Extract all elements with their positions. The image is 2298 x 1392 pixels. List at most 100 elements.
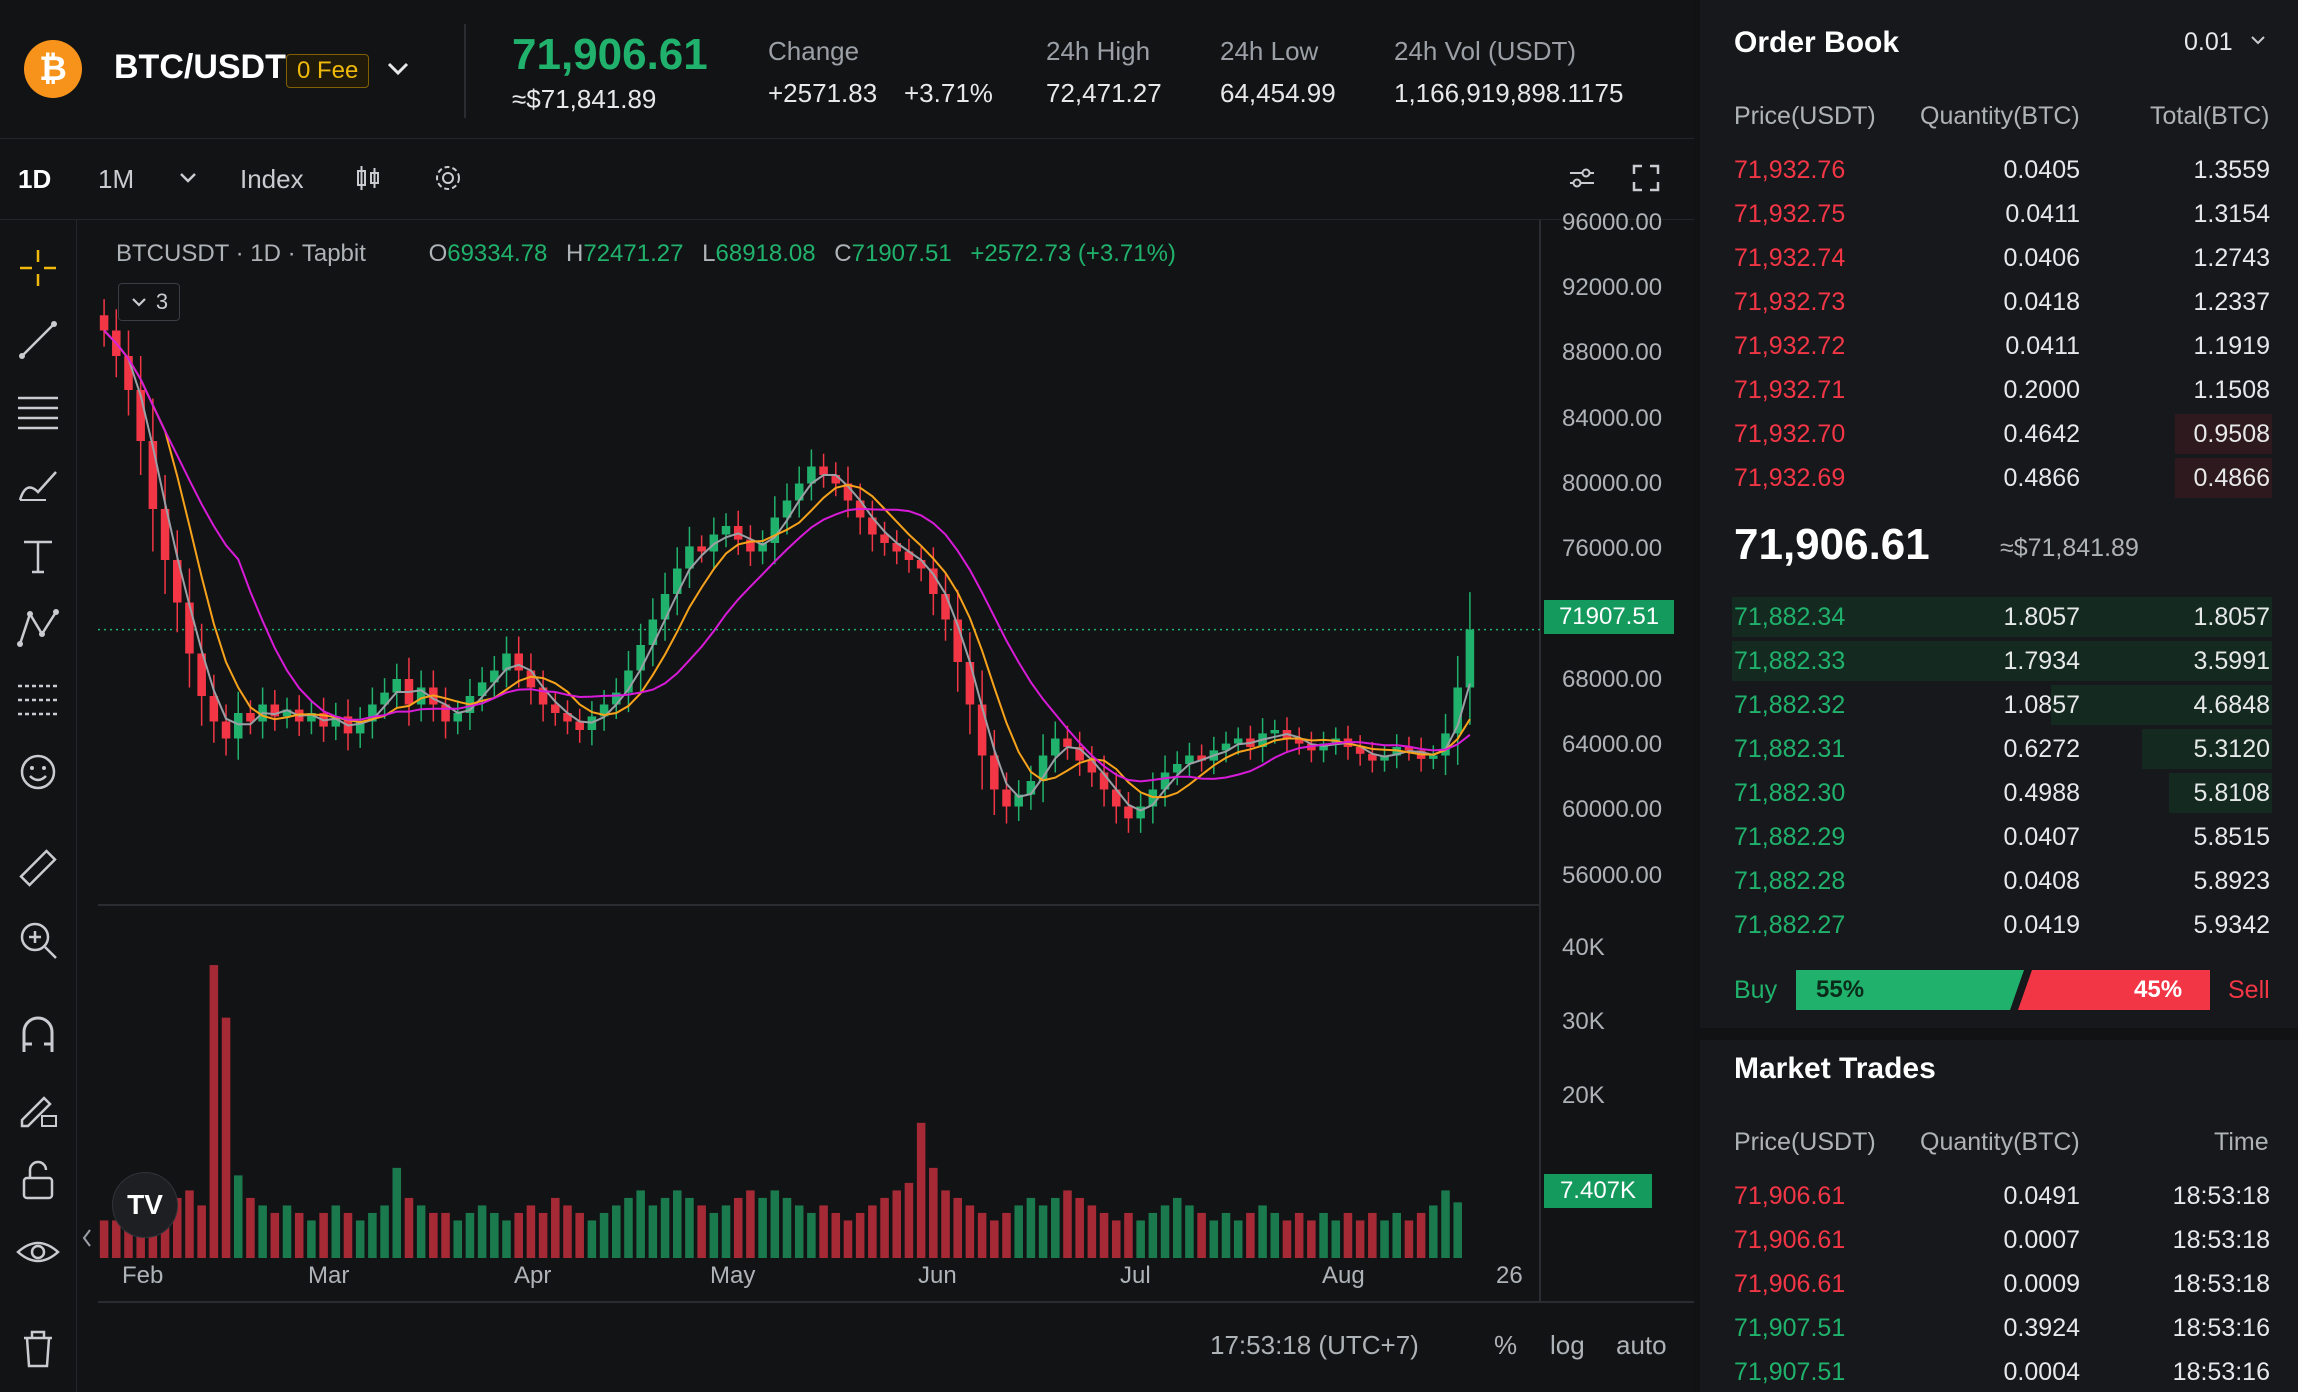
ask-depth-bar	[2175, 414, 2272, 454]
ask-row[interactable]: 71,932.75 0.0411 1.3154	[1734, 194, 2270, 234]
candle	[331, 702, 341, 741]
candle	[1197, 744, 1206, 772]
ob-header-qty: Quantity(BTC)	[1920, 102, 2080, 130]
bid-row[interactable]: 71,882.27 0.0419 5.9342	[1734, 905, 2270, 945]
row-total: 0.9508	[2193, 420, 2270, 448]
candle	[172, 530, 182, 633]
row-total: 5.3120	[2193, 735, 2270, 763]
volume-bar	[99, 1220, 109, 1258]
zoom-in-icon[interactable]	[14, 916, 62, 964]
candle	[282, 697, 292, 729]
bid-row[interactable]: 71,882.28 0.0408 5.8923	[1734, 861, 2270, 901]
volume-bar	[1026, 1197, 1036, 1258]
pair-name[interactable]: BTC/USDT	[114, 48, 286, 86]
sell-ratio-fill	[2018, 970, 2210, 1010]
indicator-settings-icon[interactable]	[1566, 162, 1598, 201]
ob-header-price: Price(USDT)	[1734, 102, 1876, 130]
volume-bar	[941, 1190, 950, 1258]
last-price-badge: 71907.51	[1544, 600, 1674, 634]
ask-row[interactable]: 71,932.72 0.0411 1.1919	[1734, 326, 2270, 366]
candle	[1465, 592, 1475, 725]
volume-bar	[172, 1197, 182, 1258]
ask-row[interactable]: 71,932.70 0.4642 0.9508	[1734, 414, 2272, 454]
precision-select[interactable]: 0.01	[2184, 28, 2268, 57]
volume-bar	[758, 1197, 767, 1258]
price-chart[interactable]	[0, 0, 1694, 1392]
eye-icon[interactable]	[14, 1228, 62, 1276]
ask-row[interactable]: 71,932.74 0.0406 1.2743	[1734, 238, 2270, 278]
candle	[441, 687, 450, 739]
volume-bar	[672, 1190, 682, 1258]
volume-bar	[1063, 1190, 1072, 1258]
ask-row[interactable]: 71,932.73 0.0418 1.2337	[1734, 282, 2270, 322]
volume-bar	[1051, 1197, 1060, 1258]
volume-bar	[843, 1220, 853, 1258]
ob-mid-price: 71,906.61	[1734, 520, 1930, 569]
index-button[interactable]: Index	[240, 164, 304, 194]
volume-bar	[977, 1212, 987, 1258]
ruler-icon[interactable]	[14, 844, 62, 892]
indicator-toggle[interactable]: 3	[118, 283, 180, 321]
brush-icon[interactable]	[14, 460, 62, 508]
volume-bar	[404, 1197, 414, 1258]
volume-bar	[733, 1197, 743, 1258]
bid-row[interactable]: 71,882.29 0.0407 5.8515	[1734, 817, 2270, 857]
auto-toggle[interactable]: auto	[1616, 1330, 1667, 1360]
volume-bar	[868, 1205, 877, 1258]
interval-dropdown-icon[interactable]	[176, 166, 200, 197]
text-tool-icon[interactable]	[14, 532, 62, 580]
bid-row[interactable]: 71,882.31 0.6272 5.3120	[1734, 729, 2272, 769]
candle	[1111, 772, 1121, 824]
horizontal-lines-icon[interactable]	[14, 388, 62, 436]
candle	[953, 589, 962, 692]
bid-depth-bar	[2051, 685, 2272, 725]
lock-drawing-icon[interactable]	[14, 1084, 62, 1132]
candle-type-icon[interactable]	[352, 162, 384, 201]
volume-bar	[197, 1205, 206, 1258]
percent-toggle[interactable]: %	[1494, 1330, 1518, 1360]
volume-bar	[721, 1205, 731, 1258]
divider	[464, 24, 466, 118]
ask-row[interactable]: 71,932.69 0.4866 0.4866	[1734, 458, 2272, 498]
chevron-down-icon	[132, 298, 146, 307]
bid-row[interactable]: 71,882.33 1.7934 3.5991	[1732, 641, 2272, 681]
crosshair-icon[interactable]	[14, 244, 62, 292]
market-trades-title: Market Trades	[1734, 1052, 1936, 1085]
volume-bar	[1221, 1212, 1231, 1258]
trend-line-icon[interactable]	[14, 316, 62, 364]
settings-gear-icon[interactable]	[432, 162, 464, 201]
legend-change: +2572.73 (+3.71%)	[970, 240, 1176, 267]
indicator-count: 3	[155, 289, 169, 314]
tradingview-logo[interactable]: TV	[112, 1172, 178, 1238]
unlock-icon[interactable]	[14, 1156, 62, 1204]
ask-row[interactable]: 71,932.76 0.0405 1.3559	[1734, 150, 2270, 190]
volume-bar	[1380, 1220, 1389, 1258]
x-tick: Aug	[1322, 1262, 1365, 1289]
volume-bar	[1404, 1220, 1414, 1258]
volume-bar	[1294, 1212, 1304, 1258]
chevron-down-icon[interactable]	[384, 54, 412, 89]
row-qty: 1.0857	[2003, 691, 2080, 719]
trade-row: 71,906.61 0.0491 18:53:18	[1734, 1176, 2270, 1216]
magnet-icon[interactable]	[14, 1012, 62, 1060]
x-tick: 26	[1496, 1262, 1523, 1289]
interval-1d[interactable]: 1D	[18, 164, 52, 194]
ask-row[interactable]: 71,932.71 0.2000 1.1508	[1734, 370, 2270, 410]
scroll-left-icon[interactable]	[82, 1229, 91, 1247]
legend-open: 69334.78	[447, 240, 548, 267]
y-tick: 64000.00	[1562, 731, 1663, 758]
candle	[660, 572, 670, 641]
emoji-icon[interactable]	[14, 748, 62, 796]
pattern-tool-icon[interactable]	[14, 604, 62, 652]
log-toggle[interactable]: log	[1550, 1330, 1585, 1360]
fullscreen-icon[interactable]	[1630, 162, 1662, 201]
interval-1m[interactable]: 1M	[98, 164, 135, 194]
bid-row[interactable]: 71,882.34 1.8057 1.8057	[1732, 597, 2272, 637]
bid-row[interactable]: 71,882.30 0.4988 5.8108	[1734, 773, 2272, 813]
bid-row[interactable]: 71,882.32 1.0857 4.6848	[1734, 685, 2272, 725]
volume-bar	[563, 1205, 572, 1258]
trade-time: 18:53:18	[2172, 1270, 2270, 1298]
volume-bar	[551, 1197, 560, 1258]
trash-icon[interactable]	[14, 1324, 62, 1372]
volume-bar	[1246, 1212, 1255, 1258]
